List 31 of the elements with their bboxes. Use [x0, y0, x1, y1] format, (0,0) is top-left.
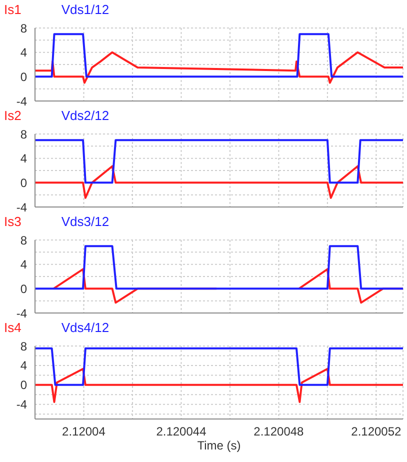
y-tick-label: -4	[16, 94, 28, 108]
line-series	[35, 368, 403, 403]
y-tick-label: 0	[20, 70, 28, 84]
text: Is4	[4, 320, 22, 337]
y-tick-label: 4	[20, 258, 28, 272]
y-tick-label: 4	[20, 358, 28, 373]
x-tick-label: 2.120044	[156, 424, 207, 439]
y-tick-label: -4	[16, 398, 28, 412]
y-tick-label: 0	[20, 176, 28, 190]
y-tick-label: 4	[20, 152, 28, 166]
series-label: Vds2/12	[61, 108, 110, 125]
x-tick-label: 2.120052	[351, 424, 402, 439]
y-tick-label: 0	[20, 378, 28, 392]
series-label: Vds3/12	[61, 214, 110, 231]
text: Is2	[4, 108, 22, 125]
text: Is1	[4, 2, 22, 19]
x-tick-label: 2.120048	[254, 424, 304, 439]
y-tick-label: 8	[20, 127, 28, 142]
text: Is3	[4, 214, 22, 231]
series-label: Vds4/12	[61, 320, 110, 337]
y-tick-label: 4	[20, 46, 28, 60]
y-tick-label: 0	[20, 282, 28, 296]
y-tick-label: 8	[20, 21, 28, 36]
y-tick-label: -4	[16, 200, 28, 214]
y-tick-label: 8	[20, 233, 28, 248]
line-series	[35, 51, 403, 84]
x-axis-title: Time (s)	[197, 438, 241, 453]
x-tick-label: 2.12004	[62, 424, 106, 439]
y-tick-label: 8	[20, 339, 28, 354]
series-label: Vds1/12	[61, 2, 110, 19]
y-tick-label: -4	[16, 306, 28, 320]
